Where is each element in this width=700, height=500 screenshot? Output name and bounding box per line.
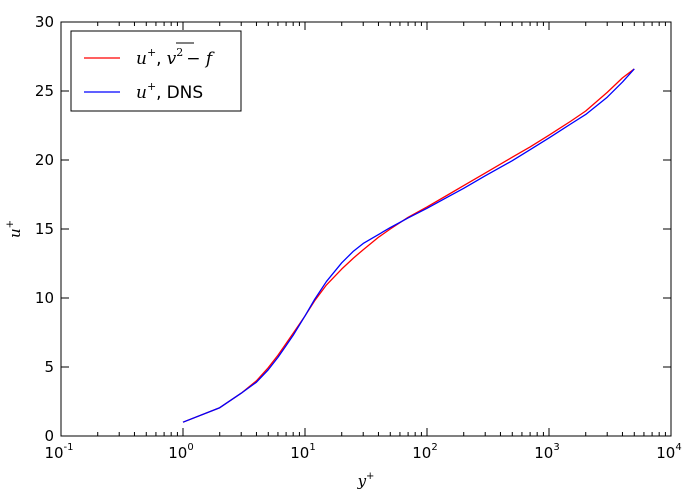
x-axis-label: y+ bbox=[357, 471, 375, 490]
y-tick-labels: 0 5 10 15 20 25 30 bbox=[35, 13, 54, 445]
legend: u+, v2− f u+, DNS bbox=[70, 30, 242, 112]
legend-label-series-1: u+, v2− f bbox=[136, 46, 215, 69]
plot-lines bbox=[182, 68, 635, 423]
y-tick-label: 20 bbox=[35, 151, 54, 169]
y-tick-label: 25 bbox=[35, 82, 54, 100]
x-tick-label: 103 bbox=[534, 442, 559, 462]
y-axis-label: u+ bbox=[5, 220, 24, 238]
x-tick-label: 10-1 bbox=[44, 442, 73, 462]
legend-overline-var: v bbox=[167, 49, 177, 69]
y-tick-label: 10 bbox=[35, 289, 54, 307]
y-tick-label: 0 bbox=[44, 427, 54, 445]
axis-ticks bbox=[60, 21, 672, 437]
y-tick-label: 15 bbox=[35, 220, 54, 238]
x-tick-label: 104 bbox=[656, 442, 681, 462]
y-tick-label: 5 bbox=[44, 358, 54, 376]
x-tick-label: 101 bbox=[290, 442, 315, 462]
legend-label-series-2: u+, DNS bbox=[136, 80, 203, 103]
legend-box bbox=[70, 30, 242, 112]
x-tick-label: 102 bbox=[412, 442, 437, 462]
x-tick-label: 100 bbox=[168, 442, 193, 462]
y-tick-label: 30 bbox=[35, 13, 54, 31]
x-tick-labels: 10-1 100 101 102 103 104 bbox=[44, 442, 681, 462]
series-line-1 bbox=[182, 68, 635, 423]
series-line-2 bbox=[182, 68, 635, 423]
